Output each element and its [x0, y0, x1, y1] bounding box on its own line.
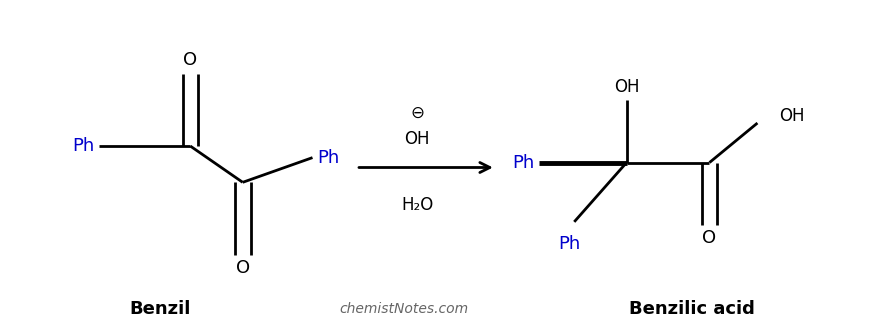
- Text: O: O: [183, 52, 197, 69]
- Text: Ph: Ph: [72, 137, 94, 155]
- Text: Benzilic acid: Benzilic acid: [628, 300, 754, 318]
- Text: OH: OH: [779, 108, 804, 125]
- Text: ⊖: ⊖: [410, 104, 424, 122]
- Text: Ph: Ph: [317, 149, 339, 166]
- Text: chemistNotes.com: chemistNotes.com: [339, 302, 468, 316]
- Text: Ph: Ph: [558, 235, 581, 253]
- Text: O: O: [702, 229, 716, 247]
- Text: OH: OH: [404, 131, 430, 148]
- Text: Ph: Ph: [512, 153, 534, 172]
- Text: OH: OH: [613, 78, 638, 96]
- Text: O: O: [235, 259, 249, 277]
- Text: Benzil: Benzil: [129, 300, 190, 318]
- Text: H₂O: H₂O: [401, 196, 433, 214]
